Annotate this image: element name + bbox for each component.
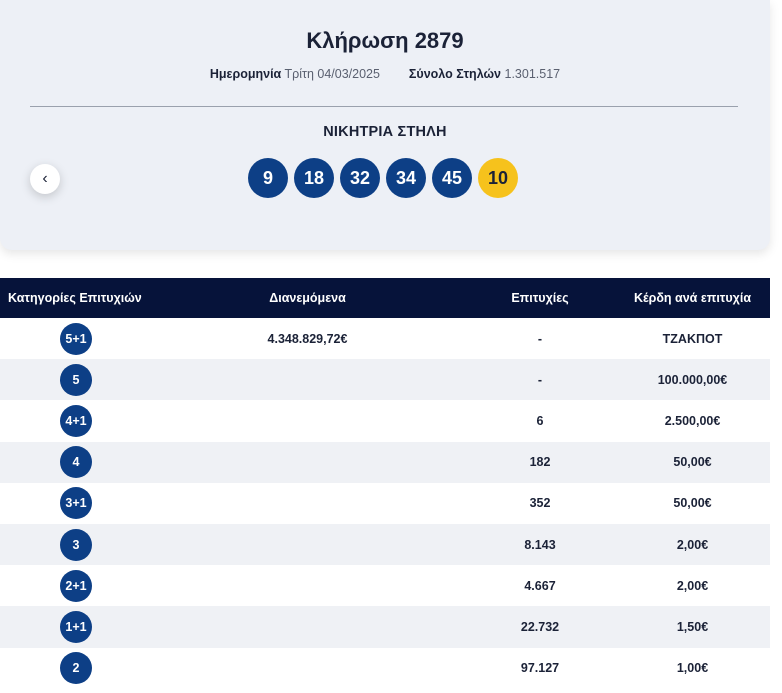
prize-cell: 2,00€	[676, 578, 709, 593]
prize-cell: 50,00€	[673, 455, 712, 470]
distributed-cell	[150, 606, 465, 647]
category-badge: 5	[60, 363, 92, 396]
table-row: 3 8.143 2,00€	[0, 523, 770, 566]
number-ball: 9	[248, 158, 288, 198]
category-badge: 2	[60, 652, 92, 685]
distributed-cell	[150, 400, 465, 441]
category-cell: 5	[0, 359, 150, 400]
category-cell: 1+1	[0, 606, 150, 647]
category-badge: 4	[60, 446, 92, 479]
distributed-cell	[150, 524, 465, 565]
distributed-cell	[150, 359, 465, 400]
category-badge: 1+1	[60, 610, 92, 643]
prize-cell: 1,50€	[676, 619, 709, 634]
draw-meta: Ημερομηνία Τρίτη 04/03/2025 Σύνολο Στηλώ…	[0, 67, 770, 81]
table-row: 2+1 4.667 2,00€	[0, 565, 770, 607]
winning-numbers: 9 18 32 34 45 10	[248, 158, 518, 198]
columns-label: Σύνολο Στηλών	[408, 67, 502, 81]
table-row: 4+1 6 2.500,00€	[0, 400, 770, 442]
distributed-cell	[150, 648, 465, 689]
category-cell: 4+1	[0, 400, 150, 441]
category-badge: 3+1	[60, 487, 92, 520]
prize-cell: ΤΖΑΚΠΟΤ	[662, 331, 723, 346]
previous-draw-button[interactable]: ‹	[30, 164, 60, 194]
table-row: 4 182 50,00€	[0, 441, 770, 483]
number-ball: 18	[294, 158, 334, 198]
prize-cell: 2.500,00€	[664, 413, 721, 428]
divider	[30, 106, 738, 107]
number-ball: 32	[340, 158, 380, 198]
category-badge: 5+1	[60, 322, 92, 355]
winners-cell: 182	[529, 455, 551, 470]
winners-cell: 22.732	[520, 619, 560, 634]
winners-cell: 352	[529, 496, 551, 511]
prize-table: Κατηγορίες Επιτυχιών Διανεμόμενα Επιτυχί…	[0, 278, 770, 689]
chevron-left-icon: ‹	[42, 170, 48, 187]
winners-cell: 6	[536, 413, 544, 428]
number-ball: 34	[386, 158, 426, 198]
category-cell: 4	[0, 442, 150, 483]
header-winners: Επιτυχίες	[511, 291, 569, 305]
prize-cell: 50,00€	[673, 496, 712, 511]
category-badge: 3	[60, 528, 92, 561]
distributed-cell: 4.348.829,72€	[267, 331, 348, 346]
date-label: Ημερομηνία	[209, 67, 282, 81]
category-badge: 2+1	[60, 569, 92, 602]
winners-cell: -	[537, 372, 543, 387]
date-value: Τρίτη 04/03/2025	[284, 67, 380, 81]
category-cell: 3+1	[0, 483, 150, 524]
table-header-row: Κατηγορίες Επιτυχιών Διανεμόμενα Επιτυχί…	[0, 278, 770, 318]
number-ball: 45	[432, 158, 472, 198]
table-row: 5+1 4.348.829,72€ - ΤΖΑΚΠΟΤ	[0, 318, 770, 360]
header-categories: Κατηγορίες Επιτυχιών	[8, 291, 142, 305]
table-row: 3+1 352 50,00€	[0, 482, 770, 524]
distributed-cell	[150, 442, 465, 483]
winners-cell: 4.667	[524, 578, 556, 593]
winners-cell: 8.143	[524, 537, 556, 552]
prize-cell: 1,00€	[676, 661, 709, 676]
winners-cell: 97.127	[520, 661, 560, 676]
category-cell: 2+1	[0, 565, 150, 606]
distributed-cell	[150, 565, 465, 606]
category-badge: 4+1	[60, 404, 92, 437]
draw-card: Κλήρωση 2879 Ημερομηνία Τρίτη 04/03/2025…	[0, 0, 770, 250]
header-prize: Κέρδη ανά επιτυχία	[633, 291, 752, 305]
prize-cell: 100.000,00€	[657, 372, 728, 387]
header-distributed: Διανεμόμενα	[269, 291, 346, 305]
category-cell: 3	[0, 524, 150, 565]
table-row: 1+1 22.732 1,50€	[0, 606, 770, 648]
prize-cell: 2,00€	[676, 537, 709, 552]
category-cell: 5+1	[0, 318, 150, 359]
columns-value: 1.301.517	[504, 67, 561, 81]
category-cell: 2	[0, 648, 150, 689]
winners-cell: -	[537, 331, 543, 346]
table-row: 5 - 100.000,00€	[0, 359, 770, 401]
draw-title: Κλήρωση 2879	[306, 28, 464, 53]
table-row: 2 97.127 1,00€	[0, 647, 770, 689]
joker-ball: 10	[478, 158, 518, 198]
winning-column-label: ΝΙΚΗΤΡΙΑ ΣΤΗΛΗ	[323, 124, 447, 140]
distributed-cell	[150, 483, 465, 524]
